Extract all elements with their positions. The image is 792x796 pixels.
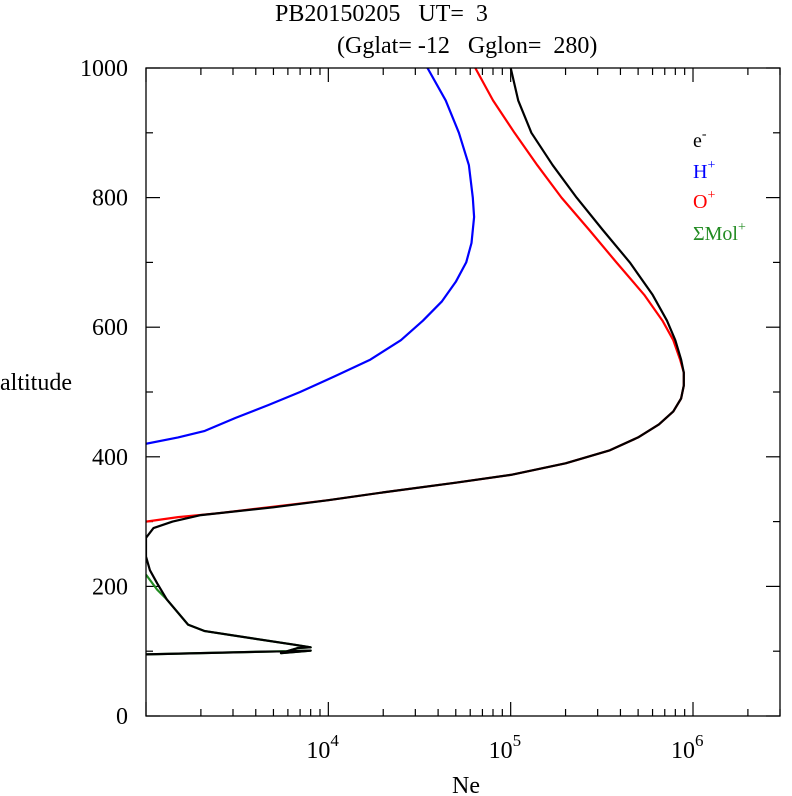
- y-tick-label: 400: [92, 445, 128, 471]
- series-line-1: [146, 68, 476, 445]
- legend-entry: ΣMol+: [693, 220, 746, 245]
- legend-entry: e-: [693, 127, 707, 152]
- x-tick-label: 104: [306, 731, 339, 764]
- series-lines: [146, 68, 685, 656]
- legend-entry: H+: [693, 158, 715, 183]
- y-tick-label: 800: [92, 186, 128, 212]
- axis-ticks: [145, 67, 781, 717]
- x-axis-label: Ne: [452, 773, 480, 796]
- chart-title-line2: (Gglat= -12 Gglon= 280): [337, 33, 597, 59]
- y-tick-label: 0: [116, 704, 128, 730]
- y-tick-label: 1000: [80, 56, 128, 82]
- x-tick-label: 105: [489, 731, 522, 764]
- y-tick-label: 600: [92, 315, 128, 341]
- series-line-0: [146, 68, 685, 656]
- legend-entry: O+: [693, 188, 715, 213]
- y-tick-label: 200: [92, 574, 128, 600]
- chart-title-line1: PB20150205 UT= 3: [275, 1, 488, 27]
- y-tick-labels: 0 200 400 600 800 1000: [80, 56, 128, 730]
- x-tick-labels: 104 105 106: [306, 731, 703, 764]
- x-tick-label: 106: [671, 731, 704, 764]
- series-line-2: [146, 68, 685, 523]
- legend: e- H+ O+ ΣMol+: [693, 127, 746, 245]
- plot-frame: [145, 67, 781, 717]
- y-axis-label: altitude: [0, 370, 72, 396]
